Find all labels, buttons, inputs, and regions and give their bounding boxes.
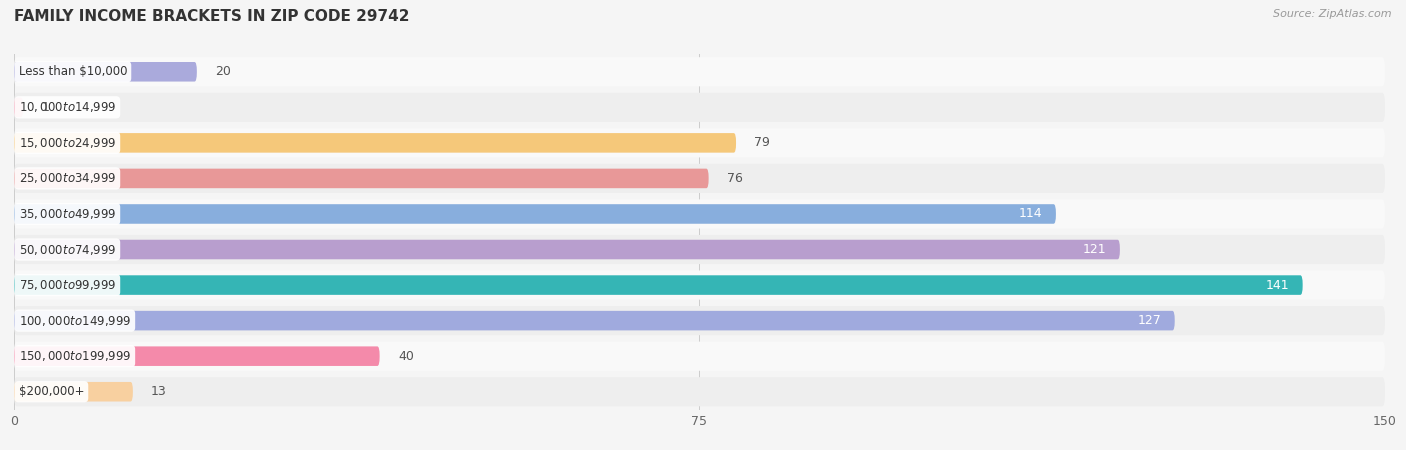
FancyBboxPatch shape [14, 235, 1385, 264]
FancyBboxPatch shape [14, 306, 1385, 335]
Text: $35,000 to $49,999: $35,000 to $49,999 [18, 207, 117, 221]
FancyBboxPatch shape [14, 382, 134, 401]
FancyBboxPatch shape [14, 204, 1056, 224]
Text: 40: 40 [398, 350, 413, 363]
Text: 141: 141 [1265, 279, 1289, 292]
Text: Less than $10,000: Less than $10,000 [18, 65, 127, 78]
Text: 13: 13 [152, 385, 167, 398]
FancyBboxPatch shape [14, 270, 1385, 300]
Text: $100,000 to $149,999: $100,000 to $149,999 [18, 314, 131, 328]
FancyBboxPatch shape [14, 346, 380, 366]
Text: $75,000 to $99,999: $75,000 to $99,999 [18, 278, 117, 292]
FancyBboxPatch shape [14, 128, 1385, 158]
FancyBboxPatch shape [14, 98, 22, 117]
FancyBboxPatch shape [14, 240, 1121, 259]
Text: 114: 114 [1018, 207, 1042, 220]
Text: 121: 121 [1083, 243, 1107, 256]
Text: FAMILY INCOME BRACKETS IN ZIP CODE 29742: FAMILY INCOME BRACKETS IN ZIP CODE 29742 [14, 9, 409, 24]
FancyBboxPatch shape [14, 57, 1385, 86]
Text: 127: 127 [1137, 314, 1161, 327]
Text: $25,000 to $34,999: $25,000 to $34,999 [18, 171, 117, 185]
Text: $50,000 to $74,999: $50,000 to $74,999 [18, 243, 117, 256]
Text: 20: 20 [215, 65, 231, 78]
Text: 79: 79 [755, 136, 770, 149]
FancyBboxPatch shape [14, 133, 737, 153]
FancyBboxPatch shape [14, 93, 1385, 122]
Text: $10,000 to $14,999: $10,000 to $14,999 [18, 100, 117, 114]
FancyBboxPatch shape [14, 169, 709, 188]
FancyBboxPatch shape [14, 311, 1175, 330]
Text: 76: 76 [727, 172, 742, 185]
Text: 1: 1 [42, 101, 49, 114]
FancyBboxPatch shape [14, 275, 1303, 295]
Text: $15,000 to $24,999: $15,000 to $24,999 [18, 136, 117, 150]
FancyBboxPatch shape [14, 199, 1385, 229]
FancyBboxPatch shape [14, 164, 1385, 193]
Text: $150,000 to $199,999: $150,000 to $199,999 [18, 349, 131, 363]
Text: Source: ZipAtlas.com: Source: ZipAtlas.com [1274, 9, 1392, 19]
FancyBboxPatch shape [14, 62, 197, 81]
FancyBboxPatch shape [14, 342, 1385, 371]
Text: $200,000+: $200,000+ [18, 385, 84, 398]
FancyBboxPatch shape [14, 377, 1385, 406]
